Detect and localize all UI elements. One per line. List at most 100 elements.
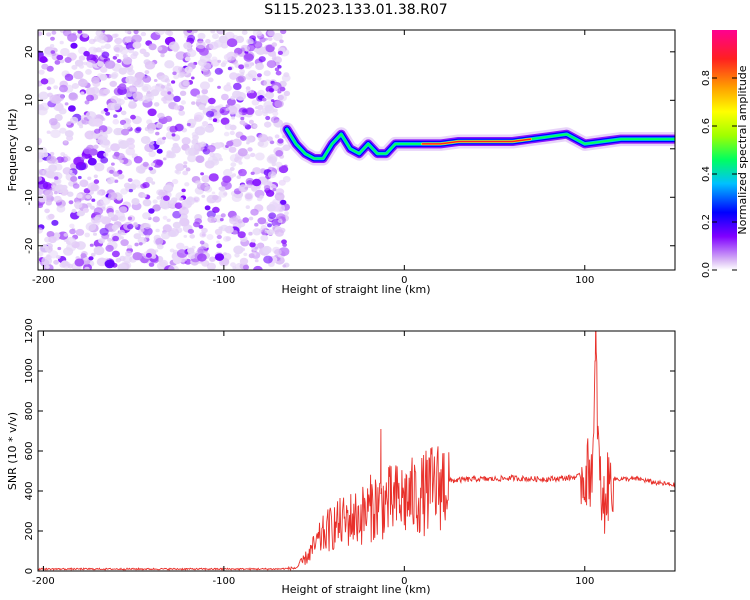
noise-blob <box>212 194 219 201</box>
noise-blob <box>217 85 221 89</box>
noise-blob <box>274 100 284 108</box>
noise-blob <box>172 221 181 229</box>
noise-blob <box>142 193 147 198</box>
colorbar-tick-label: 0.0 <box>701 262 712 278</box>
noise-blob <box>252 124 258 129</box>
noise-blob <box>106 176 116 184</box>
noise-blob <box>127 48 134 54</box>
noise-blob <box>172 142 179 149</box>
noise-blob <box>225 107 230 111</box>
noise-blob <box>116 59 122 63</box>
noise-blob <box>236 76 244 83</box>
noise-blob <box>267 154 278 163</box>
noise-blob <box>142 161 149 167</box>
noise-blob <box>38 91 49 100</box>
noise-blob <box>46 155 57 164</box>
noise-blob <box>124 30 131 34</box>
noise-blob <box>54 176 59 180</box>
noise-blob <box>277 90 282 94</box>
noise-blob <box>181 137 191 145</box>
noise-blob <box>256 63 263 69</box>
noise-blob <box>168 41 179 50</box>
noise-blob <box>100 110 105 114</box>
noise-blob <box>48 250 59 259</box>
noise-blob <box>251 99 260 106</box>
noise-blob <box>219 218 224 222</box>
noise-blob <box>236 175 242 180</box>
noise-blob <box>182 80 190 87</box>
noise-blob <box>38 69 45 75</box>
noise-blob <box>283 90 291 97</box>
noise-blob <box>46 231 55 238</box>
noise-blob <box>89 148 98 156</box>
noise-blob <box>160 53 165 58</box>
noise-blob <box>206 145 216 153</box>
noise-blob <box>192 134 199 141</box>
noise-blob <box>237 148 248 157</box>
noise-blob <box>124 96 129 101</box>
noise-blob <box>97 61 105 67</box>
noise-blob <box>96 150 107 159</box>
noise-blob <box>80 156 86 161</box>
noise-blob <box>68 105 76 112</box>
noise-blob <box>280 199 287 205</box>
noise-blob <box>104 259 115 269</box>
noise-blob <box>61 184 68 190</box>
noise-blob <box>100 66 108 73</box>
noise-blob <box>103 58 108 62</box>
noise-blob <box>118 67 128 75</box>
noise-blob <box>155 159 164 166</box>
noise-blob <box>85 87 96 96</box>
noise-blob <box>165 86 170 90</box>
noise-blob <box>183 234 188 238</box>
noise-blob <box>204 182 209 186</box>
noise-blob <box>97 190 102 194</box>
noise-blob <box>189 234 195 239</box>
noise-blob <box>38 180 49 190</box>
noise-blob <box>64 73 74 81</box>
noise-blob <box>207 216 216 224</box>
noise-blob <box>142 182 150 189</box>
noise-blob <box>167 91 172 95</box>
noise-blob <box>262 245 272 254</box>
noise-blob <box>195 155 205 163</box>
noise-blob <box>51 95 62 105</box>
noise-blob <box>196 94 201 99</box>
noise-blob <box>59 127 67 134</box>
noise-blob <box>175 170 182 175</box>
noise-blob <box>78 78 88 87</box>
noise-blob <box>251 238 256 243</box>
noise-blob <box>51 184 55 188</box>
noise-blob <box>250 208 259 216</box>
noise-blob <box>266 229 274 236</box>
noise-blob <box>46 32 52 37</box>
noise-blob <box>226 98 236 106</box>
snr-xtick-label: -200 <box>32 576 55 587</box>
noise-blob <box>268 88 275 93</box>
noise-blob <box>200 94 207 99</box>
noise-blob <box>66 121 72 126</box>
noise-blob <box>149 140 155 145</box>
noise-blob <box>223 131 230 137</box>
noise-blob <box>275 70 282 76</box>
noise-blob <box>122 255 133 264</box>
noise-blob <box>245 193 253 200</box>
noise-blob <box>54 191 58 195</box>
snr-xlabel: Height of straight line (km) <box>281 583 430 596</box>
noise-blob <box>171 178 179 185</box>
noise-blob <box>254 109 263 117</box>
noise-blob <box>151 181 156 185</box>
noise-blob <box>103 152 109 157</box>
noise-blob <box>263 70 271 77</box>
noise-blob <box>63 233 69 237</box>
noise-blob <box>282 144 291 151</box>
noise-blob <box>53 195 62 203</box>
noise-blob <box>179 90 187 97</box>
noise-blob <box>70 42 78 49</box>
noise-blob <box>265 189 275 197</box>
snr-ytick-label: 400 <box>24 481 35 500</box>
noise-blob <box>207 97 216 105</box>
snr-series-line <box>38 331 675 571</box>
noise-blob <box>183 161 188 165</box>
